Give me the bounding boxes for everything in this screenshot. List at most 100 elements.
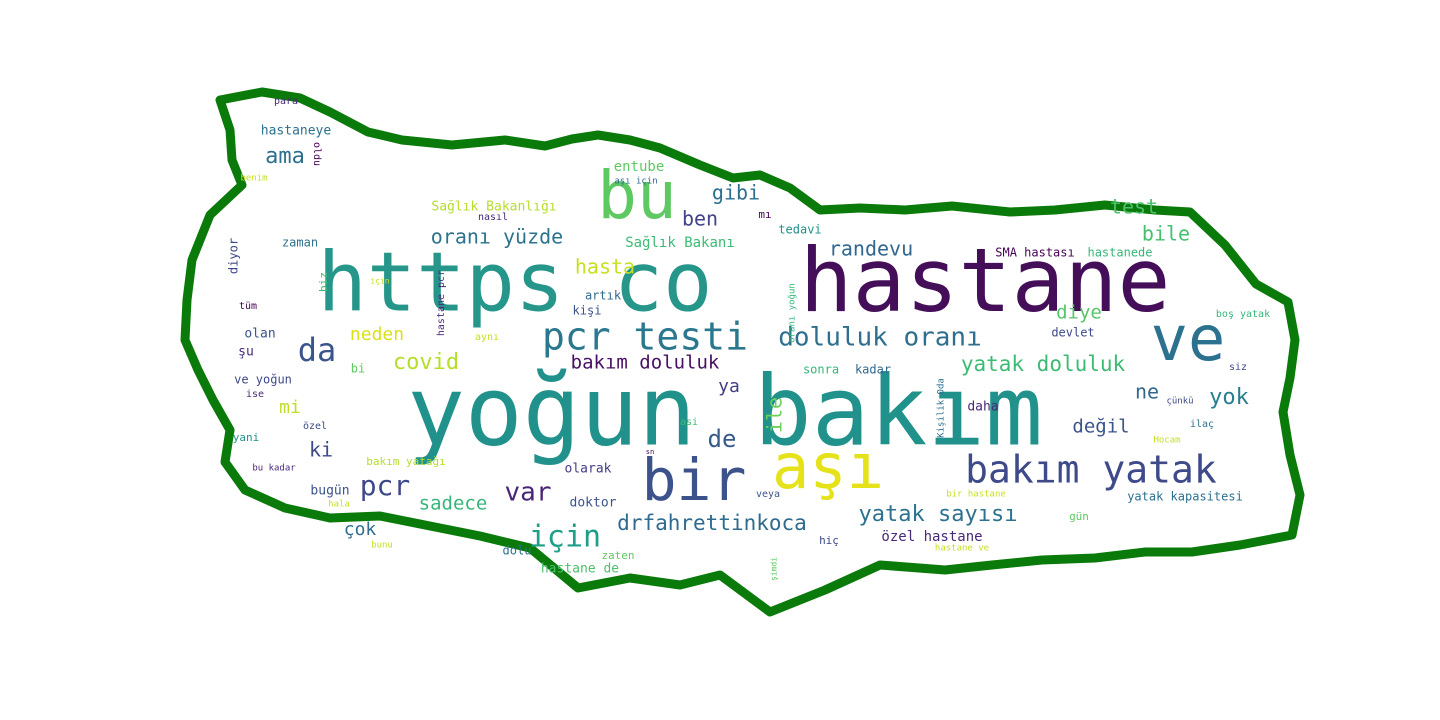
word-olan: olan	[244, 327, 275, 342]
word-hala: hala	[328, 500, 350, 510]
word-ise: ise	[246, 389, 264, 400]
word-simdi: şimdi	[770, 557, 779, 581]
word-orani-yogun: oranı yoğun	[788, 283, 798, 343]
word-bunu: bunu	[371, 541, 393, 551]
word-bakim-yatagi: bakım yatağı	[366, 455, 445, 468]
word-bugun: bugün	[310, 484, 349, 499]
word-hasta: hasta	[575, 255, 635, 279]
word-entube: entube	[614, 159, 665, 175]
word-cunku: çünkü	[1166, 397, 1193, 407]
word-oldu: oldu	[311, 142, 322, 166]
word-olarak: olarak	[565, 462, 612, 477]
word-cok: çok	[344, 519, 377, 540]
word-sn: sn	[646, 448, 654, 456]
word-ya: ya	[718, 376, 740, 397]
word-tum: tüm	[239, 301, 257, 312]
word-siz: siz	[1229, 362, 1247, 373]
word-ve: ve	[1151, 302, 1226, 375]
word-bu-kadar: bu kadar	[252, 464, 296, 474]
word-zaten: zaten	[601, 549, 634, 562]
word-devlet: devlet	[1051, 326, 1094, 340]
word-hastane-de: hastane de	[541, 562, 619, 577]
word-ile: ile	[763, 397, 787, 433]
word-hastaneye: hastaneye	[261, 124, 332, 139]
word-degil: değil	[1072, 416, 1129, 438]
word-bir-hastane: bir hastane	[946, 490, 1006, 500]
word-asi: aşı	[772, 430, 884, 503]
word-kisi: kişi	[573, 304, 602, 318]
word-benim: benim	[240, 174, 267, 184]
word-asi-small: asi	[680, 417, 698, 428]
word-randevu: randevu	[829, 237, 913, 261]
word-yatak-sayisi: yatak sayısı	[859, 502, 1018, 527]
word-ne: ne	[1135, 380, 1159, 404]
word-da: da	[298, 331, 337, 369]
word-hastane-ve: hastane ve	[935, 544, 989, 554]
word-ayni: aynı	[475, 332, 499, 343]
word-var: var	[505, 478, 552, 508]
word-para: para	[274, 96, 298, 107]
word-mi-q: mı	[758, 208, 771, 221]
word-ozel-hastane: özel hastane	[881, 529, 982, 545]
word-de: de	[708, 425, 737, 453]
word-bu: bu	[597, 157, 676, 234]
word-su: şu	[238, 345, 254, 360]
word-yatak-doluluk: yatak doluluk	[961, 352, 1126, 376]
word-artik: artık	[585, 289, 622, 303]
word-hic: hiç	[819, 534, 839, 547]
word-gibi: gibi	[712, 181, 760, 205]
word-bakim-doluluk: bakım doluluk	[571, 352, 720, 374]
word-yatak-kapasitesi: yatak kapasitesi	[1127, 490, 1243, 504]
word-daha: daha	[967, 400, 998, 415]
word-ama: ama	[265, 144, 305, 169]
word-asi-icin: aşı için	[614, 177, 657, 187]
word-ve-yogun: ve yoğun	[234, 373, 292, 387]
word-kadar: kadar	[855, 363, 891, 377]
word-test: test	[1110, 195, 1158, 219]
word-pcr-testi: pcr testi	[542, 315, 748, 359]
word-yani: yani	[233, 431, 260, 444]
word-ozel: özel	[303, 421, 327, 432]
word-pcr: pcr	[360, 469, 411, 502]
word-gun: gün	[1069, 510, 1089, 523]
word-icin-small: için	[370, 277, 389, 286]
word-https-co: https co	[318, 235, 713, 330]
word-yogun-bakim: yoğun bakım	[407, 355, 1043, 467]
word-bos-yatak: boş yatak	[1216, 309, 1270, 320]
word-nasil: nasıl	[478, 212, 508, 223]
word-sma-hastasi: SMA hastası	[995, 246, 1074, 260]
word-diye: diye	[1056, 302, 1102, 324]
word-saglik-bakani: Sağlık Bakanı	[625, 235, 735, 251]
word-sonra: sonra	[803, 363, 839, 377]
word-neden: neden	[350, 324, 404, 345]
word-bakim-yatak: bakım yatak	[965, 448, 1217, 492]
word-bi: bi	[351, 362, 365, 376]
word-doluluk-orani: doluluk oranı	[778, 323, 982, 353]
word-hastanede: hastanede	[1087, 246, 1152, 260]
word-drfahrettinkoca: drfahrettinkoca	[617, 511, 807, 535]
word-tedavi: tedavi	[778, 223, 821, 237]
word-doktor: doktor	[570, 496, 617, 511]
word-hocam: Hocam	[1153, 436, 1180, 446]
word-hastane: hastane	[800, 229, 1171, 332]
word-biz: biz	[317, 272, 330, 292]
word-covid: covid	[393, 350, 459, 375]
word-kisilik-oda: Kişilik Oda	[937, 378, 947, 438]
word-hastane-pcr: hastane pcr	[436, 270, 447, 336]
word-mi: mi	[279, 397, 301, 418]
word-icin: için	[529, 520, 601, 555]
word-veya: veya	[756, 489, 780, 500]
word-ki: ki	[309, 438, 333, 462]
word-yok: yok	[1209, 385, 1249, 410]
word-orani-yuzde: oranı yüzde	[431, 225, 563, 249]
word-bile: bile	[1142, 222, 1190, 246]
word-zaman: zaman	[282, 236, 318, 250]
word-dolu: dolu	[503, 544, 532, 558]
word-ben: ben	[682, 207, 718, 231]
word-ilac: ilaç	[1190, 419, 1214, 430]
word-diyor: diyor	[227, 238, 241, 274]
turkey-map-outline	[180, 87, 1305, 617]
word-bir: bir	[642, 446, 747, 514]
word-saglik-bakanligi: Sağlık Bakanlığı	[431, 200, 556, 215]
